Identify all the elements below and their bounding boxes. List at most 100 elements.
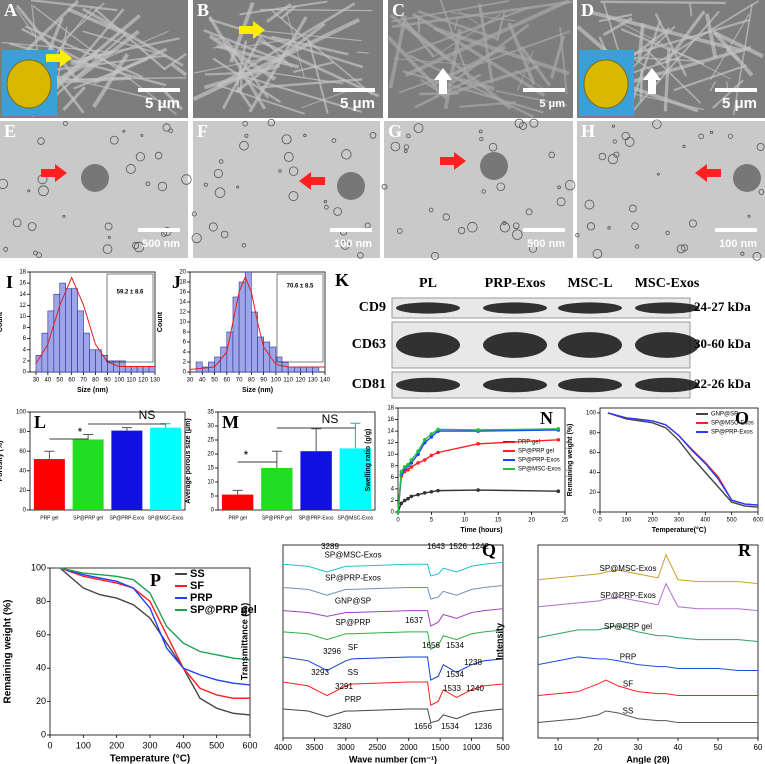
vesicle [381,183,388,190]
x-tick-label: 110 [126,378,136,384]
vesicle [478,129,483,134]
error-bar [350,422,361,449]
chart: 10 20 30 40 50 60 Angle (2θ) Intensity R SP@MSC-E… [494,540,763,764]
band [635,377,699,393]
series-label: SF [623,680,633,689]
scale-label: 5 μm [145,95,180,112]
plot-frame [397,407,566,513]
y-tick-label: 12 [19,303,26,309]
histogram-bar [35,355,43,373]
series-label: PRP [345,695,361,704]
x-tick-label: 200 [109,740,124,750]
bar [300,451,332,510]
fiber [212,57,282,104]
y-tick-label: 0 [183,370,187,376]
y-tick-label: 2 [23,358,27,364]
vesicle [488,142,498,152]
fiber [72,29,140,83]
panel-label: E [4,121,16,141]
vesicle [514,118,524,128]
annotation: 1534 [446,670,464,679]
x-axis-label: Temperature (°C) [110,754,191,764]
fiber [514,69,543,89]
annotation: 1240 [466,684,484,693]
marker-label: CD81 [352,377,386,392]
vesicle [341,149,352,160]
fiber [404,23,512,110]
point [399,469,404,474]
micrograph-panel: A 5 μm [0,0,188,118]
point [406,468,410,472]
annotation: 1534 [441,722,459,731]
series-label: SP@MSC-Exos [599,564,656,573]
vesicle [220,230,229,239]
vesicle [631,222,639,230]
series-line [282,708,504,724]
vesicle [102,244,113,254]
chart: 0 2 4 6 8 10 12 14 16 18 30 40 50 60 70 80 90 100 110 120 13… [0,270,161,394]
x-tick-label: 100 [76,740,91,750]
chart: 0 2 4 6 8 10 12 14 16 18 20 30 40 50 60 70 80 90 100 110 120… [157,270,331,394]
panel-label: O [735,408,749,428]
series-line [59,567,251,661]
point [402,498,407,503]
size-label: 24-27 kDa [694,299,751,314]
histogram-bar [83,332,90,373]
y-tick-label: 4 [183,350,187,356]
histogram-bar [300,366,307,373]
x-tick-label: SP@PRP-Exos [299,515,334,521]
western-blot: K PL PRP-Exos MSC-L MSC-Exos CD9 24-27 kDa CD63… [335,270,751,399]
annotation: 59.2 ± 8.6 [117,290,144,296]
panel-label: C [392,0,405,20]
annotation: 1533 [443,684,461,693]
y-tick-label: 35 [207,410,214,416]
x-axis-label: Temperature(°C) [652,526,706,534]
vesicle [458,226,466,235]
bar [33,459,65,510]
histogram-bar [124,366,132,373]
arrow [41,164,67,182]
x-tick-label: 15 [495,518,502,524]
vesicle [676,244,686,254]
micrograph-panel: H 100 nm [575,119,765,261]
band [558,377,622,393]
x-tick-label: 40 [199,378,206,384]
y-tick-label: 60 [36,629,46,639]
chart: 0 5 10 15 20 25 30 35 Average porous size (μm) M P… [185,410,376,521]
histogram-bar [136,366,144,373]
x-tick-label: 140 [320,378,331,384]
x-tick-label: 1000 [463,743,481,752]
annotation: 1238 [464,658,482,667]
y-tick-label: 40 [36,663,46,673]
histogram-bar [77,310,84,373]
x-tick-label: 70 [236,378,243,384]
series-line [537,710,758,724]
scale-label: 5 μm [340,95,375,112]
histogram-bar [306,366,314,373]
bar [111,430,143,510]
y-tick-label: 20 [19,488,26,494]
scale-label: 5 μm [539,98,565,110]
y-tick-label: 8 [183,330,187,336]
point [409,458,414,462]
annotation: * [244,448,249,462]
fiber [453,75,495,91]
vesicle [278,169,282,173]
annotation: 3280 [333,722,351,731]
series-label: SF [348,643,358,652]
plot-frame [29,411,186,511]
y-axis-label: Intensity [494,623,504,660]
x-tick-label: SP@PRP gel [262,515,292,521]
panel-label: F [197,121,208,141]
fiber [82,30,158,55]
x-tick-label: 60 [754,743,763,752]
fiber [259,39,380,98]
micrograph-panel: G 500 nm [381,118,576,261]
y-axis-label: Remaining weight (%) [3,600,14,704]
y-tick-label: 14 [179,300,186,306]
vesicle [629,204,637,213]
x-tick-label: 60 [68,378,75,384]
vesicle [288,166,299,176]
x-tick-label: SP@PRP-Exos [109,515,144,521]
